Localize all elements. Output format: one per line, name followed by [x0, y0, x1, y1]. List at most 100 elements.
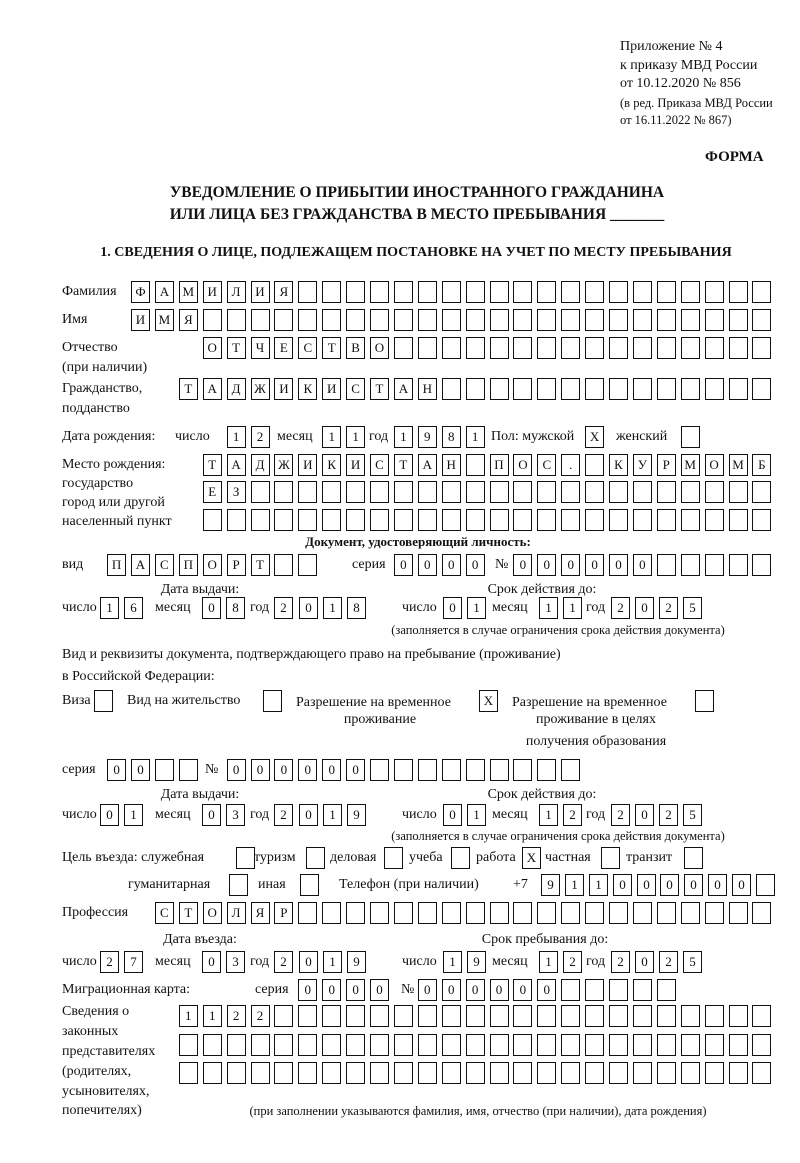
char-box[interactable]: Т	[393, 454, 413, 476]
char-box[interactable]	[513, 481, 533, 503]
char-box[interactable]	[178, 1062, 198, 1084]
char-box[interactable]: 0	[322, 979, 342, 1001]
char-box[interactable]	[513, 281, 533, 303]
char-box[interactable]	[537, 902, 557, 924]
char-box[interactable]: 1	[346, 426, 366, 448]
char-box[interactable]: 9	[467, 951, 486, 973]
char-box[interactable]	[417, 481, 437, 503]
char-box[interactable]	[465, 1062, 485, 1084]
char-box[interactable]: 1	[322, 426, 342, 448]
char-box[interactable]	[656, 309, 676, 331]
char-box[interactable]: О	[202, 337, 222, 359]
char-box[interactable]	[585, 1034, 605, 1056]
char-box[interactable]: 0	[299, 951, 318, 973]
char-box[interactable]: 0	[635, 951, 654, 973]
char-box[interactable]: 0	[585, 554, 605, 576]
char-box[interactable]	[609, 1034, 628, 1056]
char-box[interactable]: 0	[299, 597, 318, 619]
char-box[interactable]	[752, 1005, 772, 1027]
char-box[interactable]	[298, 1034, 318, 1056]
char-box[interactable]: 7	[124, 951, 143, 973]
char-box[interactable]	[489, 1005, 509, 1027]
char-box[interactable]	[441, 378, 461, 400]
char-box[interactable]: 0	[298, 759, 318, 781]
char-box[interactable]	[441, 1034, 461, 1056]
char-box[interactable]: Ч	[250, 337, 270, 359]
char-box[interactable]: Т	[178, 378, 198, 400]
char-box[interactable]: Я	[274, 281, 294, 303]
char-box[interactable]	[704, 1034, 724, 1056]
char-box[interactable]: 2	[611, 597, 630, 619]
char-box[interactable]: Т	[250, 554, 270, 576]
char-box[interactable]	[704, 281, 724, 303]
char-box[interactable]	[226, 509, 246, 531]
char-box[interactable]: 9	[541, 874, 560, 896]
char-box[interactable]	[465, 378, 485, 400]
char-box[interactable]: 1	[539, 804, 558, 826]
char-box[interactable]	[561, 1062, 581, 1084]
char-box[interactable]: X	[522, 847, 541, 869]
char-box[interactable]	[513, 378, 533, 400]
char-box[interactable]	[585, 337, 605, 359]
char-box[interactable]	[370, 902, 389, 924]
char-box[interactable]	[513, 309, 533, 331]
char-box[interactable]: 1	[323, 951, 342, 973]
char-box[interactable]	[585, 509, 605, 531]
char-box[interactable]: 0	[637, 874, 656, 896]
char-box[interactable]	[465, 481, 485, 503]
char-box[interactable]	[417, 309, 437, 331]
char-box[interactable]: Б	[752, 454, 772, 476]
char-box[interactable]: И	[322, 378, 342, 400]
char-box[interactable]: 0	[393, 554, 413, 576]
char-box[interactable]: 2	[226, 1005, 246, 1027]
char-box[interactable]	[465, 337, 485, 359]
char-box[interactable]	[680, 509, 700, 531]
char-box[interactable]	[632, 902, 652, 924]
char-box[interactable]: 0	[346, 759, 366, 781]
char-box[interactable]	[178, 759, 198, 781]
char-box[interactable]: И	[202, 281, 222, 303]
char-box[interactable]: И	[298, 454, 318, 476]
char-box[interactable]	[609, 509, 628, 531]
char-box[interactable]	[601, 847, 620, 869]
char-box[interactable]: 1	[467, 804, 486, 826]
char-box[interactable]: X	[585, 426, 605, 448]
char-box[interactable]	[298, 309, 318, 331]
char-box[interactable]: С	[298, 337, 318, 359]
char-box[interactable]: 0	[107, 759, 127, 781]
char-box[interactable]: 0	[299, 804, 318, 826]
char-box[interactable]	[585, 979, 605, 1001]
char-box[interactable]: З	[226, 481, 246, 503]
char-box[interactable]	[656, 337, 676, 359]
char-box[interactable]	[632, 337, 652, 359]
char-box[interactable]	[609, 1062, 628, 1084]
char-box[interactable]	[298, 1005, 318, 1027]
char-box[interactable]	[632, 509, 652, 531]
char-box[interactable]	[489, 481, 509, 503]
char-box[interactable]: 1	[539, 951, 558, 973]
char-box[interactable]	[704, 1062, 724, 1084]
char-box[interactable]	[656, 281, 676, 303]
char-box[interactable]: 2	[659, 951, 678, 973]
char-box[interactable]	[250, 1062, 270, 1084]
char-box[interactable]	[393, 309, 413, 331]
char-box[interactable]	[441, 902, 461, 924]
char-box[interactable]	[393, 509, 413, 531]
char-box[interactable]	[226, 309, 246, 331]
char-box[interactable]	[417, 281, 437, 303]
char-box[interactable]	[393, 759, 413, 781]
char-box[interactable]: 2	[250, 1005, 270, 1027]
char-box[interactable]: А	[202, 378, 222, 400]
char-box[interactable]	[322, 481, 342, 503]
char-box[interactable]: Д	[226, 378, 246, 400]
char-box[interactable]	[489, 509, 509, 531]
char-box[interactable]	[632, 1005, 652, 1027]
char-box[interactable]	[417, 1034, 437, 1056]
char-box[interactable]	[656, 509, 676, 531]
char-box[interactable]: Ж	[250, 378, 270, 400]
char-box[interactable]	[489, 902, 509, 924]
char-box[interactable]	[489, 309, 509, 331]
char-box[interactable]	[752, 481, 772, 503]
char-box[interactable]	[94, 690, 113, 712]
char-box[interactable]	[656, 902, 676, 924]
